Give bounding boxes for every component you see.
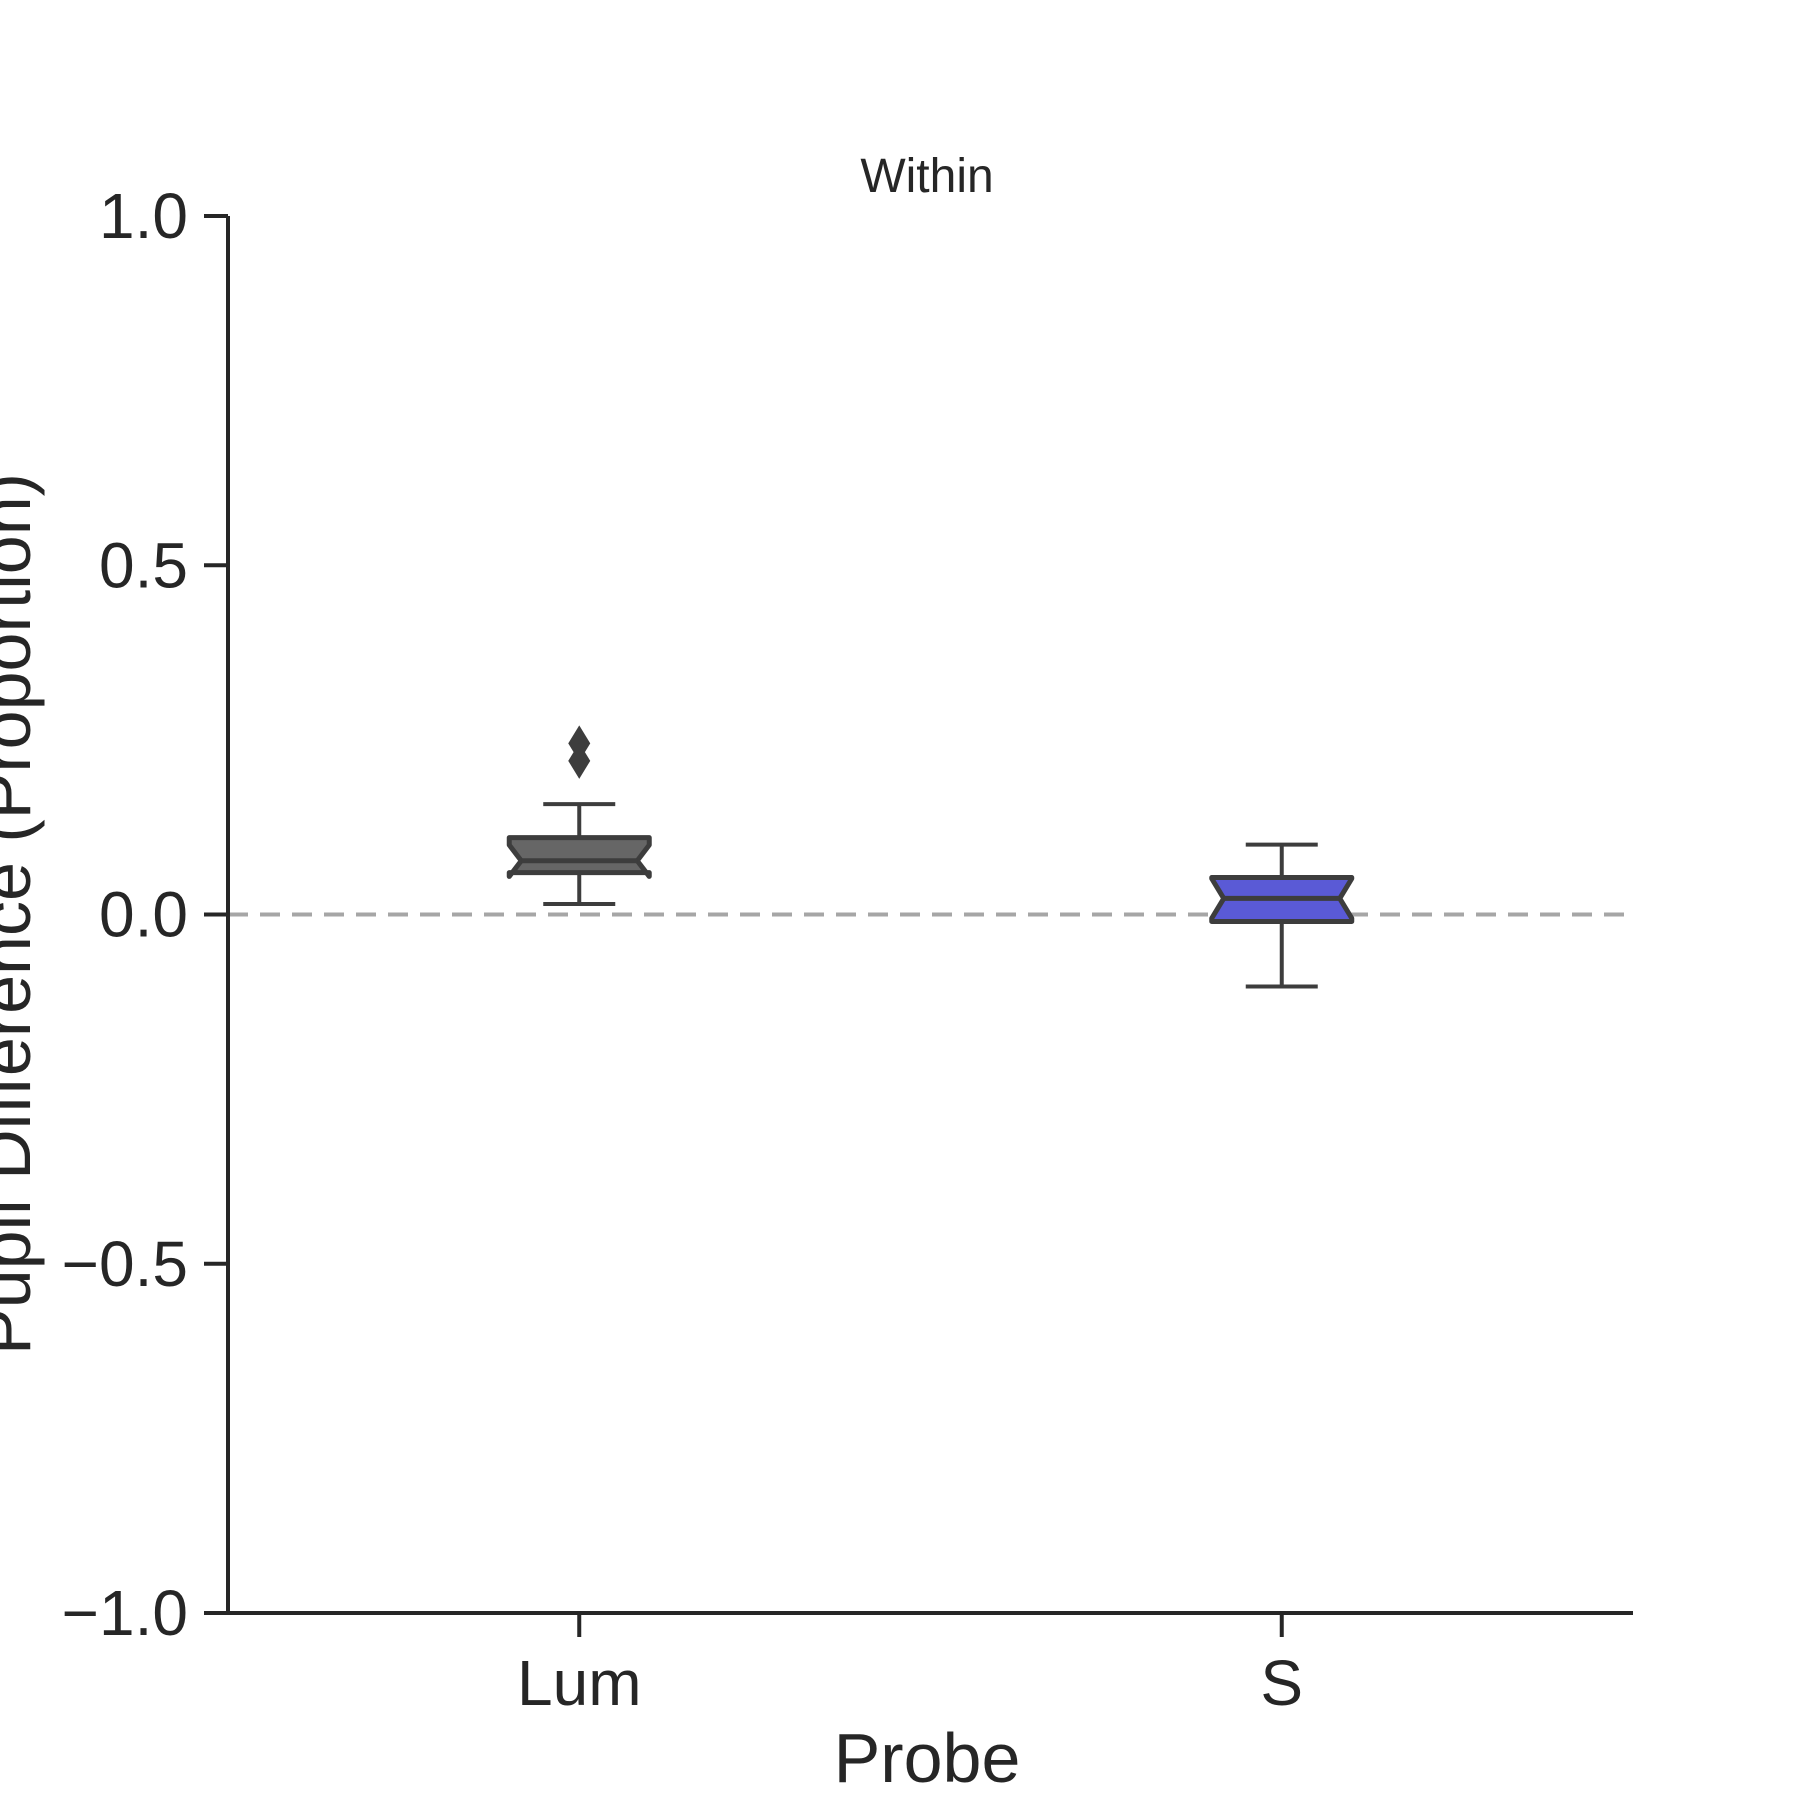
y-tick-label: −0.5 bbox=[62, 1228, 188, 1300]
x-tick-label: Lum bbox=[517, 1647, 642, 1719]
y-tick-label: 0.0 bbox=[99, 879, 188, 951]
y-ticks: 1.0 0.5 0.0 −0.5 −1.0 bbox=[62, 180, 228, 1649]
y-tick-label: 0.5 bbox=[99, 529, 188, 601]
x-ticks: Lum S bbox=[517, 1613, 1303, 1719]
outlier-point bbox=[568, 742, 591, 779]
x-axis-label: Probe bbox=[834, 1719, 1021, 1797]
x-tick-label: S bbox=[1260, 1647, 1303, 1719]
box-lum bbox=[506, 725, 652, 907]
y-axis-label: Pupil Difference (Proportion) bbox=[0, 473, 45, 1355]
y-tick-label: −1.0 bbox=[62, 1577, 188, 1649]
box-s bbox=[1209, 842, 1355, 989]
y-tick-label: 1.0 bbox=[99, 180, 188, 252]
chart-title: Within bbox=[860, 150, 993, 203]
notched-box bbox=[506, 835, 652, 879]
plot-area bbox=[228, 725, 1633, 989]
